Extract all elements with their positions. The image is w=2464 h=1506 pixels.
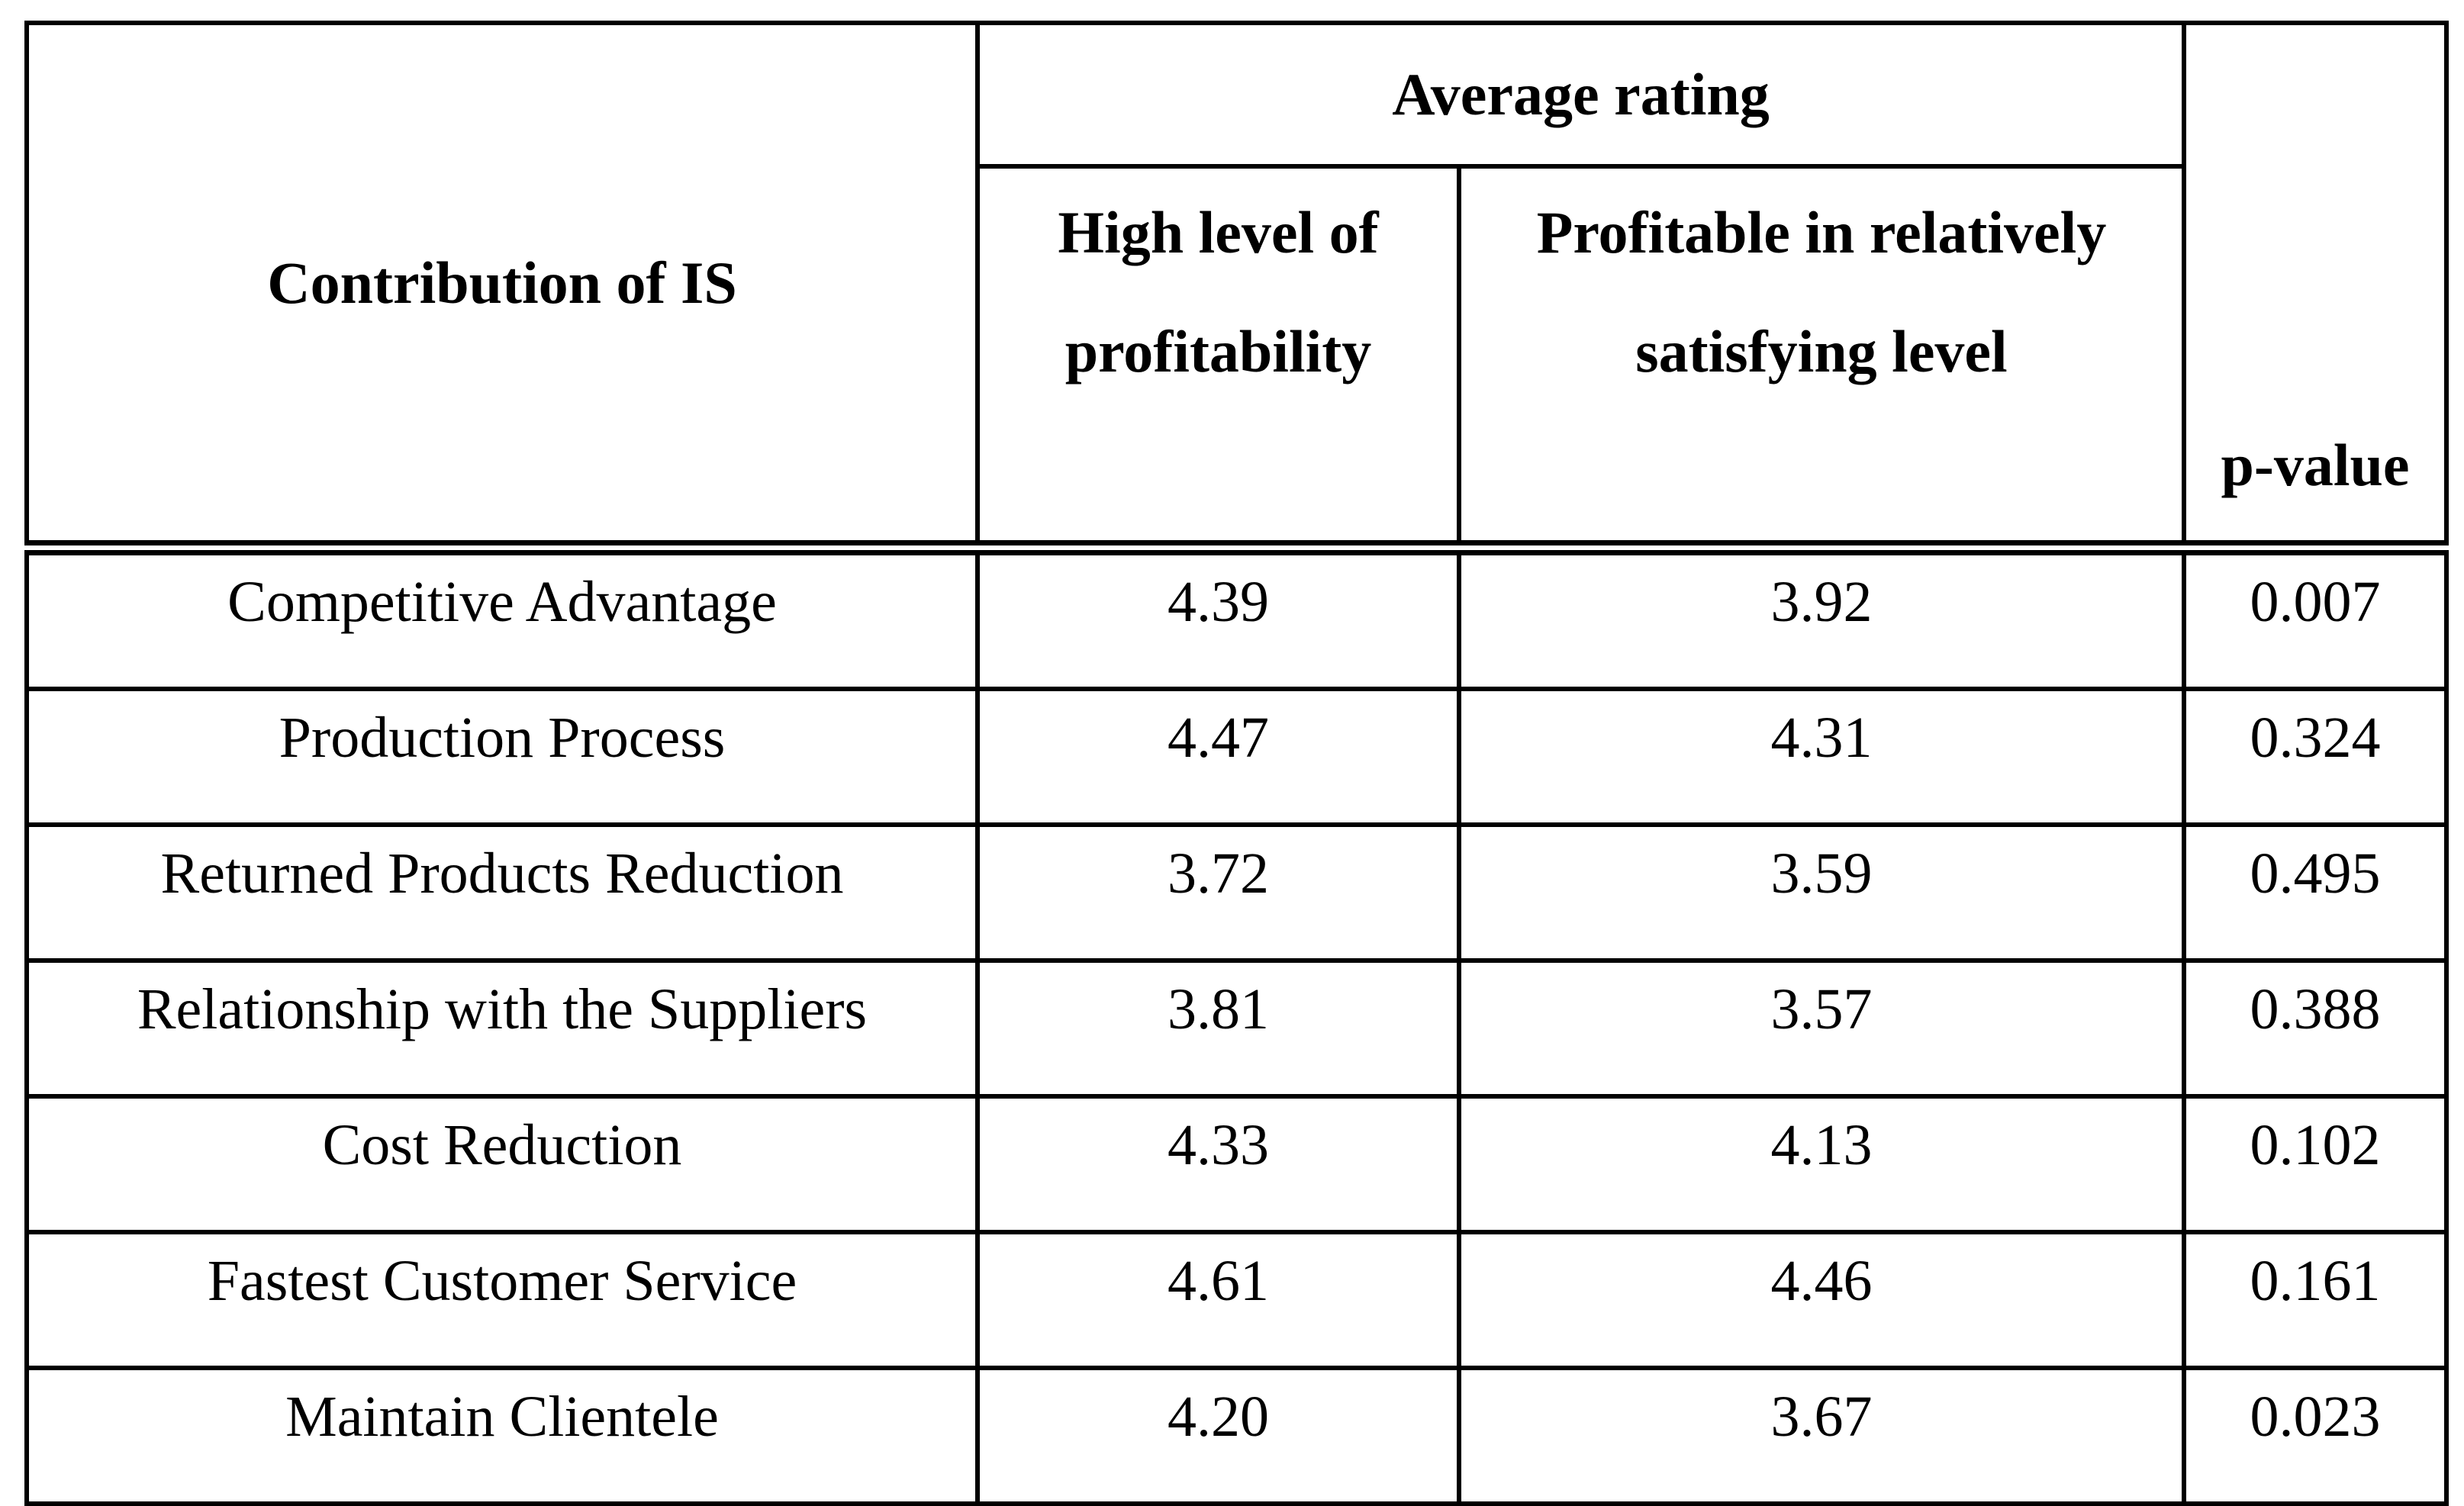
header-row-sub: High level of profitability Profitable i… — [27, 164, 2446, 550]
rating-satisfying-cell: 3.57 — [1456, 958, 2187, 1099]
header-row-group: Contribution of IS Average rating p-valu… — [24, 21, 2450, 550]
table-row: Competitive Advantage 4.39 3.92 0.007 — [24, 540, 2450, 691]
column-header-high-profitability: High level of profitability — [975, 164, 1461, 550]
row-label-cell: Fastest Customer Service — [24, 1230, 980, 1370]
column-header-p-value: p-value — [2182, 21, 2450, 550]
p-value-cell: 0.161 — [2182, 1230, 2450, 1370]
rating-high-cell: 4.61 — [975, 1230, 1461, 1370]
column-group-header-average-rating: Average rating — [974, 21, 2187, 169]
table-row: Production Process 4.47 4.31 0.324 — [24, 687, 2450, 827]
p-value-cell: 0.388 — [2182, 958, 2450, 1099]
rating-high-cell: 4.39 — [975, 540, 1461, 691]
row-label-cell: Production Process — [24, 687, 980, 827]
rating-satisfying-cell: 3.92 — [1456, 540, 2187, 691]
column-header-satisfying-level: Profitable in relatively satisfying leve… — [1456, 164, 2187, 550]
table-row: Relationship with the Suppliers 3.81 3.5… — [24, 958, 2450, 1099]
results-table: Contribution of IS Average rating p-valu… — [24, 21, 2450, 1506]
rating-satisfying-cell: 3.59 — [1456, 822, 2187, 963]
rating-high-cell: 4.33 — [975, 1094, 1461, 1234]
row-label-cell: Competitive Advantage — [24, 540, 980, 691]
row-label-cell: Returned Products Reduction — [24, 822, 980, 963]
rating-satisfying-cell: 3.67 — [1456, 1366, 2187, 1506]
row-label-cell: Maintain Clientele — [24, 1366, 980, 1506]
table-row: Fastest Customer Service 4.61 4.46 0.161 — [24, 1230, 2450, 1370]
p-value-cell: 0.023 — [2182, 1366, 2450, 1506]
p-value-cell: 0.102 — [2182, 1094, 2450, 1234]
column-header-contribution-of-is: Contribution of IS — [24, 21, 980, 550]
row-label-cell: Relationship with the Suppliers — [24, 958, 980, 1099]
p-value-cell: 0.495 — [2182, 822, 2450, 963]
row-label-cell: Cost Reduction — [24, 1094, 980, 1234]
rating-high-cell: 4.20 — [975, 1366, 1461, 1506]
p-value-cell: 0.324 — [2182, 687, 2450, 827]
rating-satisfying-cell: 4.46 — [1456, 1230, 2187, 1370]
rating-high-cell: 3.81 — [975, 958, 1461, 1099]
p-value-cell: 0.007 — [2182, 540, 2450, 691]
document-page: Contribution of IS Average rating p-valu… — [24, 21, 2450, 1506]
rating-high-cell: 3.72 — [975, 822, 1461, 963]
table-row: Cost Reduction 4.33 4.13 0.102 — [24, 1094, 2450, 1234]
rating-high-cell: 4.47 — [975, 687, 1461, 827]
rating-satisfying-cell: 4.13 — [1456, 1094, 2187, 1234]
rating-satisfying-cell: 4.31 — [1456, 687, 2187, 827]
table-row: Returned Products Reduction 3.72 3.59 0.… — [24, 822, 2450, 963]
table-row: Maintain Clientele 4.20 3.67 0.023 — [24, 1366, 2450, 1506]
